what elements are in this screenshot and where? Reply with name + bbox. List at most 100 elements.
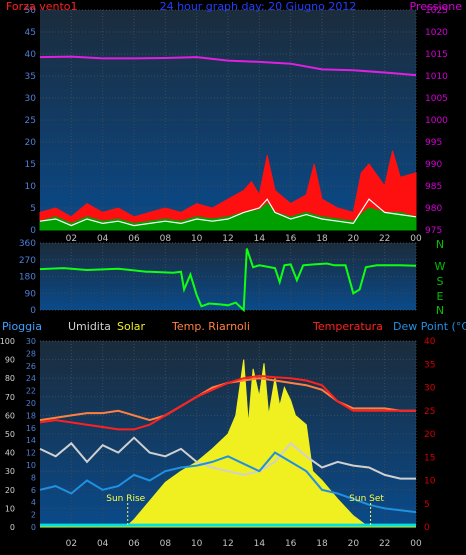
pressure-right-ticks: 975 980 985 990 995 1000 1005 1010 1015 1020 1025 xyxy=(425,6,448,236)
direction-left-ticks: 0 90 180 270 360 xyxy=(19,239,36,316)
mid-tick-label: 2 xyxy=(31,511,36,520)
right-tick-label: 0 xyxy=(424,523,430,533)
mid-tick-label: 24 xyxy=(26,374,36,383)
left-tick-label: 20 xyxy=(5,486,15,495)
x-tick-label: 08 xyxy=(160,234,172,244)
right-tick-label: 975 xyxy=(425,226,442,236)
compass-tick-label: W xyxy=(435,260,446,273)
pressure-line xyxy=(39,55,417,77)
mid-tick-label: 18 xyxy=(26,411,36,420)
x-tick-label: 14 xyxy=(254,234,266,244)
temp-right-ticks: 0 5 10 15 20 25 30 35 40 xyxy=(424,337,436,533)
right-tick-label: 15 xyxy=(424,453,435,463)
mid-tick-label: 6 xyxy=(31,486,36,495)
x-tick-label: 22 xyxy=(379,539,390,549)
left-tick-label: 270 xyxy=(19,256,36,266)
left-tick-label: 90 xyxy=(5,356,15,365)
left-tick-label: 50 xyxy=(25,6,37,16)
x-tick-label: 00 xyxy=(410,234,422,244)
right-tick-label: 1005 xyxy=(425,94,448,104)
left-tick-label: 45 xyxy=(25,28,36,38)
left-tick-label: 360 xyxy=(19,239,36,249)
right-tick-label: 1025 xyxy=(425,6,448,16)
right-tick-label: 1010 xyxy=(425,72,448,82)
left-tick-label: 30 xyxy=(25,94,37,104)
x-tick-label: 06 xyxy=(128,234,140,244)
mid-tick-label: 8 xyxy=(31,473,36,482)
right-tick-label: 40 xyxy=(424,337,436,347)
x-tick-label: 08 xyxy=(160,539,172,549)
right-tick-label: 20 xyxy=(424,430,436,440)
x-tick-label: 22 xyxy=(379,234,390,244)
wind-speed-line xyxy=(39,198,417,227)
left-tick-label: 5 xyxy=(30,204,36,214)
mid-tick-label: 16 xyxy=(26,424,36,433)
left-tick-label: 0 xyxy=(30,226,36,236)
x-tick-label: 20 xyxy=(348,234,360,244)
rain-left-ticks: 0 10 20 30 40 50 60 70 80 90 100 xyxy=(0,337,15,532)
right-tick-label: 985 xyxy=(425,182,442,192)
left-tick-label: 35 xyxy=(25,72,36,82)
left-tick-label: 40 xyxy=(5,449,15,458)
humidity-label: Umidita xyxy=(68,320,111,333)
temp-rif-label: Temp. Riarnoli xyxy=(171,320,250,333)
x-tick-label: 04 xyxy=(97,234,109,244)
left-tick-label: 100 xyxy=(0,337,15,346)
x-tick-label: 06 xyxy=(128,539,140,549)
temp-series: Sun Rise Sun Set xyxy=(39,359,417,528)
compass-tick-label: E xyxy=(437,290,444,303)
x-tick-label: 02 xyxy=(66,539,77,549)
direction-series xyxy=(39,248,417,313)
x-tick-label: 18 xyxy=(316,234,328,244)
wind-x-ticks: 02 04 06 08 10 12 14 16 18 20 22 00 xyxy=(66,234,422,244)
right-tick-label: 990 xyxy=(425,160,442,170)
x-tick-label: 10 xyxy=(191,539,203,549)
left-tick-label: 40 xyxy=(25,50,37,60)
rain-label: Pioggia xyxy=(2,320,42,333)
temp-x-ticks: 02 04 06 08 10 12 14 16 18 20 22 00 xyxy=(66,539,422,549)
left-tick-label: 50 xyxy=(5,430,15,439)
wind-axis-label: Forza vento1 xyxy=(6,0,78,13)
x-tick-label: 02 xyxy=(66,234,77,244)
temperature-line xyxy=(39,374,416,431)
left-tick-label: 0 xyxy=(10,523,15,532)
right-tick-label: 35 xyxy=(424,360,435,370)
left-tick-label: 80 xyxy=(5,374,15,383)
humidity-line xyxy=(39,436,416,480)
sunrise-label: Sun Rise xyxy=(106,494,145,504)
right-tick-label: 1015 xyxy=(425,50,448,60)
mid-tick-label: 0 xyxy=(31,523,36,532)
right-tick-label: 10 xyxy=(424,477,436,487)
x-tick-label: 12 xyxy=(222,539,233,549)
right-tick-label: 1020 xyxy=(425,28,448,38)
solar-area xyxy=(40,359,416,528)
x-tick-label: 18 xyxy=(316,539,328,549)
left-tick-label: 0 xyxy=(30,306,36,316)
x-tick-label: 10 xyxy=(191,234,203,244)
mid-tick-label: 10 xyxy=(26,461,36,470)
x-tick-label: 16 xyxy=(285,539,297,549)
chart-title: 24 hour graph day: 20 Giugno 2012 xyxy=(160,0,357,13)
left-tick-label: 10 xyxy=(25,182,37,192)
mid-tick-label: 28 xyxy=(26,349,36,358)
wind-left-ticks: 0 5 10 15 20 25 30 35 40 45 50 xyxy=(25,6,37,236)
mid-tick-label: 26 xyxy=(26,362,36,371)
left-tick-label: 30 xyxy=(5,467,15,476)
wind-gust-area xyxy=(39,150,417,231)
sunset-label: Sun Set xyxy=(349,494,384,504)
right-tick-label: 30 xyxy=(424,384,436,394)
wind-series xyxy=(39,55,417,231)
left-tick-label: 25 xyxy=(25,116,36,126)
dew-label: Dew Point (°C) xyxy=(393,320,466,333)
x-tick-label: 16 xyxy=(285,234,297,244)
right-tick-label: 980 xyxy=(425,204,442,214)
dew-point-line xyxy=(39,451,417,514)
compass-tick-label: N xyxy=(436,304,444,317)
right-tick-label: 1000 xyxy=(425,116,448,126)
temp-label: Temperatura xyxy=(312,320,383,333)
left-tick-label: 180 xyxy=(19,273,36,283)
